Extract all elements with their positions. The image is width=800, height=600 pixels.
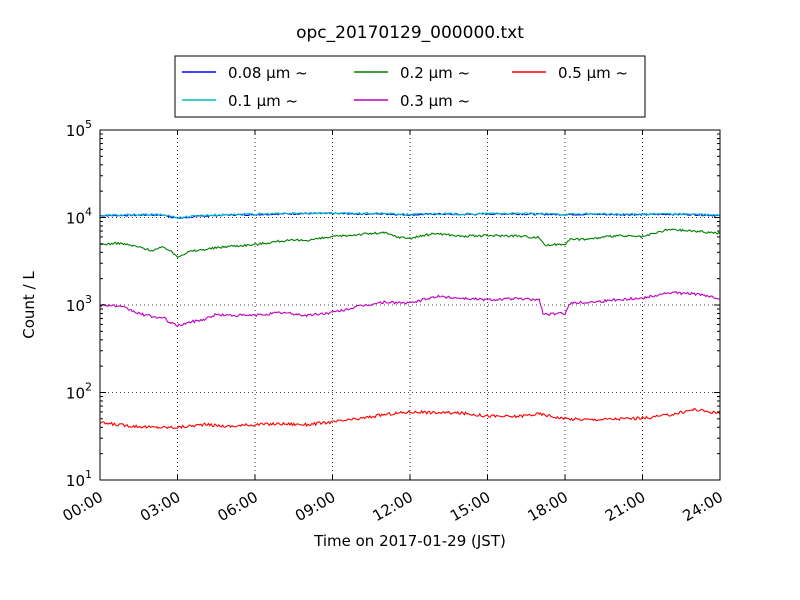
series-line bbox=[99, 211, 721, 220]
y-tick-label: 101 bbox=[66, 468, 92, 490]
y-axis-label: Count / L bbox=[20, 271, 38, 339]
x-tick-label: 24:00 bbox=[680, 488, 726, 525]
legend-label: 0.5 μm ~ bbox=[558, 64, 628, 82]
y-tick-label: 102 bbox=[66, 381, 92, 403]
y-tick-label: 103 bbox=[66, 293, 92, 315]
x-tick-label: 03:00 bbox=[137, 488, 183, 525]
legend-label: 0.3 μm ~ bbox=[400, 92, 470, 110]
x-tick-label: 09:00 bbox=[292, 488, 338, 525]
series-layer bbox=[99, 211, 721, 430]
x-axis-label: Time on 2017-01-29 (JST) bbox=[313, 532, 506, 550]
legend-label: 0.1 μm ~ bbox=[228, 92, 298, 110]
legend-label: 0.08 μm ~ bbox=[228, 64, 308, 82]
y-tick-label: 104 bbox=[66, 206, 92, 228]
x-tick-label: 15:00 bbox=[447, 488, 493, 525]
x-tick-labels: 00:00 03:00 06:00 09:00 12:00 15:00 18:00 21:00… bbox=[60, 488, 726, 525]
x-tick-label: 18:00 bbox=[525, 488, 571, 525]
legend-frame bbox=[174, 55, 646, 118]
ticks bbox=[99, 129, 721, 481]
y-tick-label: 105 bbox=[66, 118, 92, 140]
x-tick-label: 21:00 bbox=[602, 488, 648, 525]
y-tick-labels: 101 102 103 104 105 bbox=[66, 118, 92, 490]
series-line bbox=[99, 228, 721, 258]
series-line bbox=[99, 407, 721, 430]
x-tick-label: 12:00 bbox=[370, 488, 416, 525]
x-tick-label: 06:00 bbox=[215, 488, 261, 525]
legend-label: 0.2 μm ~ bbox=[400, 64, 470, 82]
gridlines bbox=[100, 130, 720, 480]
series-line bbox=[99, 291, 721, 328]
series-line bbox=[99, 212, 721, 219]
chart-title: opc_20170129_000000.txt bbox=[296, 23, 524, 43]
legend: 0.08 μm ~ 0.1 μm ~ 0.2 μm ~ 0.3 μm ~ 0.5 μm … bbox=[174, 55, 646, 118]
x-tick-label: 00:00 bbox=[60, 488, 106, 525]
